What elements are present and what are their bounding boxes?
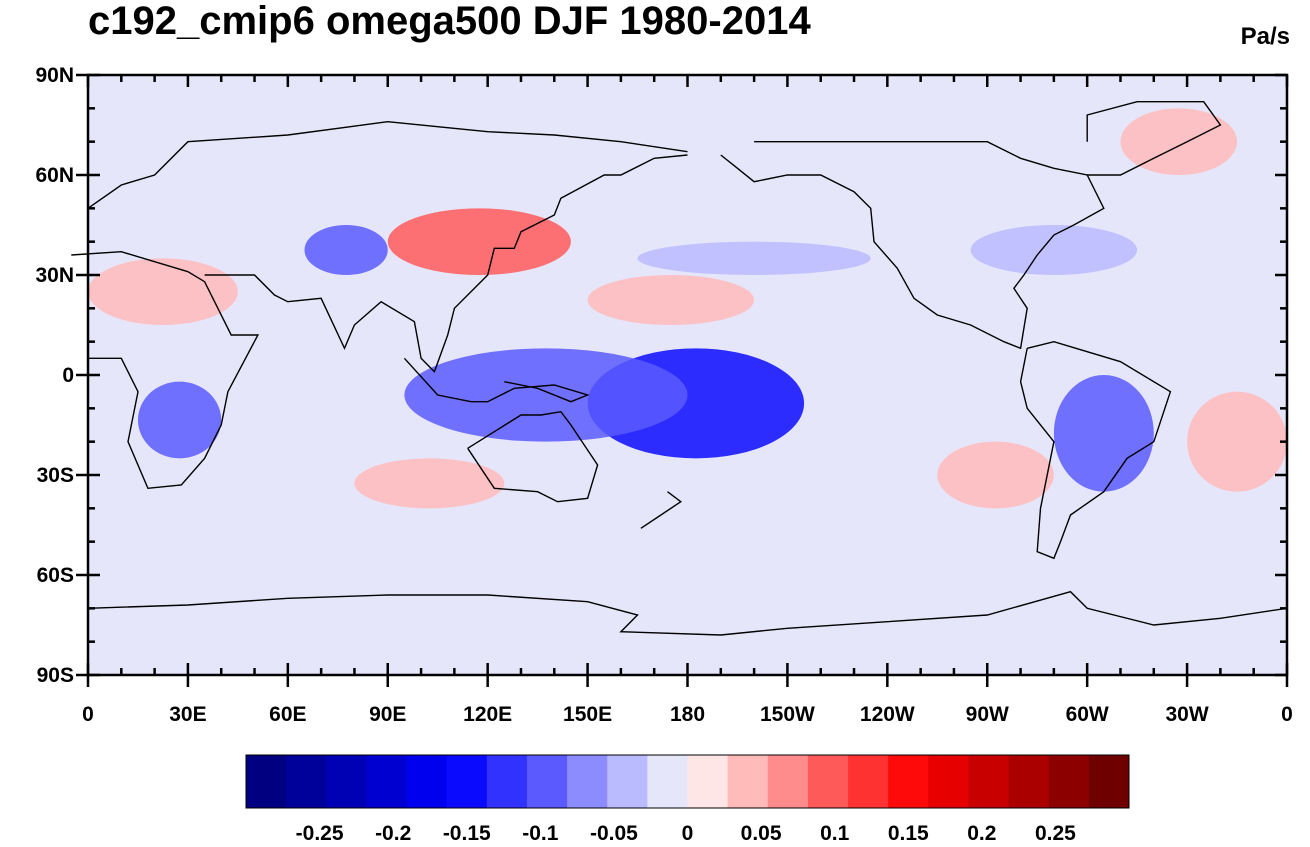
colorbar-swatch	[526, 755, 568, 808]
coastlines	[71, 101, 1288, 636]
colorbar-swatch	[326, 755, 367, 808]
omega-descent-region	[387, 208, 571, 275]
longitude-axis: 0 30E 60E 90E 120E 150E 180 150W 120W 90W 60W 30W 0	[82, 75, 1293, 726]
colorbar-tick-label: -0.25	[296, 822, 344, 845]
coastline	[1086, 101, 1222, 176]
colorbar-tick-label: 0.15	[888, 822, 929, 845]
colorbar-swatch	[1048, 755, 1090, 808]
colorbar-swatch	[286, 755, 327, 808]
lon-tick-label: 150E	[563, 703, 612, 726]
colorbar: -0.25 -0.2 -0.15 -0.1 -0.05 0 0.05 0.1 0.15 0.2 0.…	[245, 754, 1130, 845]
coastline	[87, 590, 1288, 636]
omega-ascent-region	[1053, 375, 1154, 492]
colorbar-swatch	[647, 755, 688, 808]
omega-descent-region	[1187, 391, 1287, 492]
latitude-axis: 90N 60N 30N 0 30S 60S 90S	[35, 64, 1287, 687]
lat-tick-label: 60S	[37, 564, 74, 587]
map-area: 90N 60N 30N 0 30S 60S 90S 0 30E 60E 90E 120E 150E 18…	[35, 64, 1292, 726]
coastline	[467, 410, 599, 503]
colorbar-swatch	[446, 755, 488, 808]
omega-descent-region	[587, 275, 755, 325]
omega-ascent-region	[970, 225, 1138, 275]
omega-ascent-region	[637, 241, 871, 275]
omega-ascent-region	[304, 225, 388, 275]
lon-tick-label: 60W	[1066, 703, 1109, 726]
colorbar-tick-label: 0.2	[967, 822, 996, 845]
lon-tick-label: 60E	[269, 703, 306, 726]
omega-descent-region	[354, 458, 505, 509]
lon-tick-label: 30W	[1165, 703, 1208, 726]
colorbar-tick-label: 0.05	[741, 822, 782, 845]
omega-descent-region	[1120, 108, 1238, 175]
colorbar-tick-label: 0.25	[1035, 822, 1076, 845]
colorbar-tick-label: -0.1	[522, 822, 559, 845]
lat-tick-label: 30N	[35, 264, 74, 287]
colorbar-swatch	[567, 755, 608, 808]
lon-tick-label: 120W	[860, 703, 915, 726]
lat-tick-label: 0	[62, 364, 74, 387]
colorbar-swatch	[928, 755, 969, 808]
colorbar-frame	[245, 754, 1130, 809]
colorbar-tick-label: 0	[682, 822, 694, 845]
colorbar-swatch	[246, 755, 287, 808]
lat-tick-label: 60N	[35, 164, 74, 187]
colorbar-swatch	[1088, 755, 1130, 808]
omega-descent-region	[937, 441, 1054, 509]
coastline	[1019, 340, 1172, 560]
colorbar-swatch	[687, 755, 729, 808]
colorbar-swatch	[767, 755, 809, 808]
colorbar-swatch	[848, 755, 889, 808]
coastline	[640, 491, 683, 529]
colorbar-tick-label: -0.05	[590, 822, 638, 845]
colorbar-swatch	[727, 755, 769, 808]
lon-tick-label: 180	[670, 703, 705, 726]
coastline	[71, 250, 260, 490]
colorbar-swatch	[1008, 755, 1050, 808]
coastline	[204, 154, 688, 373]
colorbar-tick-label: -0.2	[375, 822, 411, 845]
omega-descent-region	[88, 258, 238, 325]
lon-tick-label: 90E	[369, 703, 406, 726]
colorbar-swatch	[607, 755, 648, 808]
lon-tick-label: 90W	[966, 703, 1009, 726]
units-label: Pa/s	[1241, 23, 1290, 50]
plot-title: c192_cmip6 omega500 DJF 1980-2014	[88, 0, 811, 43]
lat-tick-label: 90S	[37, 664, 74, 687]
colorbar-swatch	[406, 755, 448, 808]
colorbar-swatch	[807, 755, 849, 808]
omega-ascent-region	[404, 348, 688, 442]
lon-tick-label: 0	[82, 703, 94, 726]
colorbar-swatch	[366, 755, 408, 808]
coastline	[403, 357, 590, 403]
coastline	[87, 120, 688, 209]
lon-tick-label: 150W	[760, 703, 815, 726]
lat-tick-label: 30S	[37, 464, 74, 487]
lon-tick-label: 30E	[169, 703, 206, 726]
colorbar-swatch	[968, 755, 1010, 808]
lat-tick-label: 90N	[35, 64, 74, 87]
omega-anomaly-layer	[88, 108, 1287, 509]
coastline	[720, 141, 1105, 350]
omega-ascent-region	[137, 381, 222, 459]
lon-tick-label: 0	[1281, 703, 1293, 726]
colorbar-swatch	[888, 755, 929, 808]
colorbar-tick-label: -0.15	[443, 822, 491, 845]
colorbar-tick-label: 0.1	[820, 822, 850, 845]
colorbar-swatch	[486, 755, 528, 808]
lon-tick-label: 120E	[463, 703, 512, 726]
